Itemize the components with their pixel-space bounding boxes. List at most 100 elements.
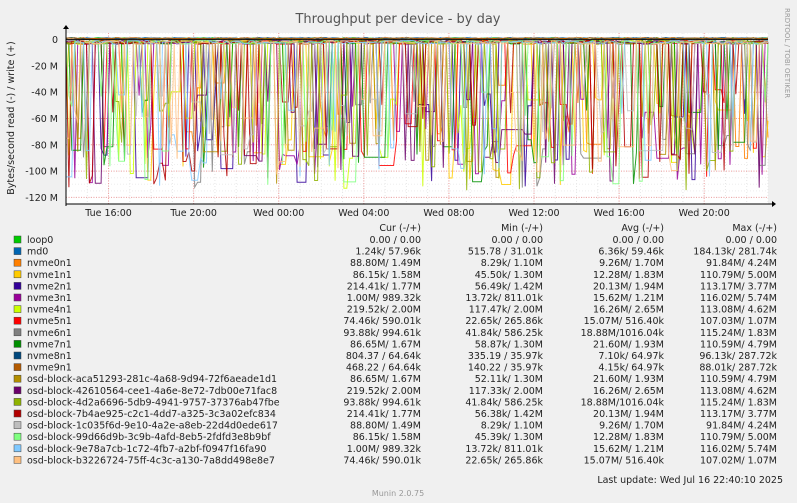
legend-value-min: 52.11k/ 1.30M <box>475 374 543 385</box>
legend-series-name: nvme4n1 <box>27 305 72 316</box>
legend-swatch <box>13 409 22 418</box>
legend: loop0 0.00 / 0.00 0.00 / 0.00 0.00 / 0.00 0.… <box>13 235 777 466</box>
x-tick-labels: Tue 16:00 Tue 20:00 Wed 00:00 Wed 04:00 Wed … <box>84 208 730 219</box>
legend-value-cur: 93.88k/ 994.61k <box>343 328 421 339</box>
legend-value-max: 88.01k/ 287.72k <box>699 363 777 374</box>
legend-swatch <box>13 374 22 383</box>
legend-value-max: 91.84M/ 4.24M <box>706 258 777 269</box>
legend-swatch <box>13 444 22 453</box>
chart-title: Throughput per device - by day <box>294 12 500 27</box>
legend-series-name: osd-block-b3226724-75ff-4c3c-a130-7a8dd4… <box>27 455 275 466</box>
legend-series-name: osd-block-1c035f6d-9e10-4a2e-a8eb-22d4d0… <box>27 421 278 432</box>
legend-swatch <box>13 328 22 337</box>
legend-value-avg: 21.60M/ 1.93M <box>593 339 664 350</box>
legend-value-max: 113.17M/ 3.77M <box>700 409 777 420</box>
legend-series-name: osd-block-42610564-cee1-4a6e-8e72-7db00e… <box>27 386 277 397</box>
legend-value-avg: 4.15k/ 64.97k <box>598 363 664 374</box>
legend-value-cur: 93.88k/ 994.61k <box>343 397 421 408</box>
legend-value-max: 110.59M/ 4.79M <box>700 339 777 350</box>
legend-value-max: 110.79M/ 5.00M <box>700 270 777 281</box>
legend-swatch <box>13 305 22 313</box>
legend-value-cur: 88.80M/ 1.49M <box>350 421 421 432</box>
x-tick-label: Wed 00:00 <box>253 208 304 219</box>
legend-series-name: osd-block-aca51293-281c-4a68-9d94-72f6ae… <box>27 374 277 385</box>
legend-value-max: 110.79M/ 5.00M <box>700 432 777 443</box>
legend-swatch <box>13 363 22 371</box>
legend-value-avg: 15.62M/ 1.21M <box>593 293 664 304</box>
legend-value-avg: 18.88M/1016.04k <box>581 397 665 408</box>
series-line <box>65 39 769 188</box>
series-lines <box>65 37 769 191</box>
legend-value-avg: 12.28M/ 1.83M <box>593 432 664 443</box>
y-tick-label: -120 M <box>25 193 58 204</box>
legend-swatch <box>13 432 22 441</box>
legend-series-name: md0 <box>27 247 48 258</box>
legend-series-name: osd-block-7b4ae925-c2c1-4dd7-a325-3c3a02… <box>27 409 276 420</box>
legend-series-name: nvme0n1 <box>27 258 72 269</box>
y-axis-arrow <box>63 25 69 29</box>
legend-value-max: 110.59M/ 4.79M <box>700 374 777 385</box>
y-tick-label: 0 <box>52 35 58 46</box>
legend-value-min: 45.50k/ 1.30M <box>475 270 543 281</box>
legend-swatch <box>13 340 22 348</box>
legend-series-name: nvme1n1 <box>27 270 72 281</box>
legend-value-avg: 9.26M/ 1.70M <box>599 421 664 432</box>
legend-column-header: Avg (-/+) <box>621 223 664 234</box>
legend-series-name: osd-block-99d66d9b-3c9b-4afd-8eb5-2fdfd3… <box>27 432 271 443</box>
legend-header: Cur (-/+) Min (-/+) Avg (-/+) Max (-/+) <box>379 223 777 234</box>
legend-value-min: 117.47k/ 2.00M <box>469 305 543 316</box>
legend-value-avg: 15.07M/ 516.40k <box>584 455 665 466</box>
legend-value-cur: 86.65M/ 1.67M <box>350 339 421 350</box>
legend-swatch <box>13 258 22 267</box>
legend-swatch <box>13 270 22 279</box>
legend-value-avg: 12.28M/ 1.83M <box>593 270 664 281</box>
legend-value-cur: 1.00M/ 989.32k <box>347 293 422 304</box>
legend-column-header: Cur (-/+) <box>379 223 421 234</box>
legend-value-max: 115.24M/ 1.83M <box>700 328 777 339</box>
legend-value-cur: 214.41k/ 1.77M <box>347 281 421 292</box>
legend-value-avg: 15.62M/ 1.21M <box>593 444 664 455</box>
legend-swatch <box>13 351 22 360</box>
legend-value-max: 96.13k/ 287.72k <box>699 351 777 362</box>
legend-series-name: nvme7n1 <box>27 339 72 350</box>
y-tick-label: -60 M <box>31 114 58 125</box>
legend-swatch <box>13 386 22 395</box>
legend-swatch <box>13 235 22 244</box>
legend-value-max: 107.02M/ 1.07M <box>700 455 777 466</box>
legend-value-cur: 219.52k/ 2.00M <box>347 305 421 316</box>
legend-value-cur: 1.24k/ 57.96k <box>355 247 421 258</box>
x-tick-label: Tue 16:00 <box>84 208 132 219</box>
legend-value-avg: 6.36k/ 59.46k <box>598 247 664 258</box>
legend-series-name: nvme5n1 <box>27 316 72 327</box>
x-tick-label: Tue 20:00 <box>169 208 217 219</box>
legend-series-name: nvme3n1 <box>27 293 72 304</box>
legend-value-max: 116.02M/ 5.74M <box>700 293 777 304</box>
legend-value-max: 113.08M/ 4.62M <box>700 386 777 397</box>
legend-value-cur: 0.00 / 0.00 <box>369 235 421 246</box>
legend-series-name: osd-block-4d2a6696-5db9-4941-9757-37376a… <box>27 397 280 408</box>
series-line <box>66 39 768 186</box>
y-tick-label: -100 M <box>25 167 58 178</box>
legend-value-min: 13.72k/ 811.01k <box>465 293 543 304</box>
legend-value-min: 41.84k/ 586.25k <box>465 328 543 339</box>
legend-value-max: 115.24M/ 1.83M <box>700 397 777 408</box>
legend-value-min: 22.65k/ 265.86k <box>465 455 543 466</box>
legend-series-name: nvme8n1 <box>27 351 72 362</box>
legend-series-name: loop0 <box>27 235 53 246</box>
legend-swatch <box>13 293 22 302</box>
legend-value-avg: 0.00 / 0.00 <box>612 235 664 246</box>
legend-value-min: 8.29k/ 1.10M <box>481 258 543 269</box>
legend-value-avg: 15.07M/ 516.40k <box>584 316 665 327</box>
legend-value-cur: 86.15k/ 1.58M <box>353 270 421 281</box>
legend-swatch <box>13 282 22 290</box>
legend-value-cur: 86.65M/ 1.67M <box>350 374 421 385</box>
y-tick-label: -20 M <box>31 61 58 72</box>
legend-series-name: nvme2n1 <box>27 281 72 292</box>
axes <box>63 25 776 207</box>
legend-swatch <box>13 247 22 255</box>
x-tick-label: Wed 16:00 <box>594 208 645 219</box>
legend-series-name: osd-block-9e78a7cb-1c72-4fb7-a2bf-f0947f… <box>27 444 266 455</box>
legend-value-avg: 21.60M/ 1.93M <box>593 374 664 385</box>
legend-value-avg: 16.26M/ 2.65M <box>593 386 664 397</box>
